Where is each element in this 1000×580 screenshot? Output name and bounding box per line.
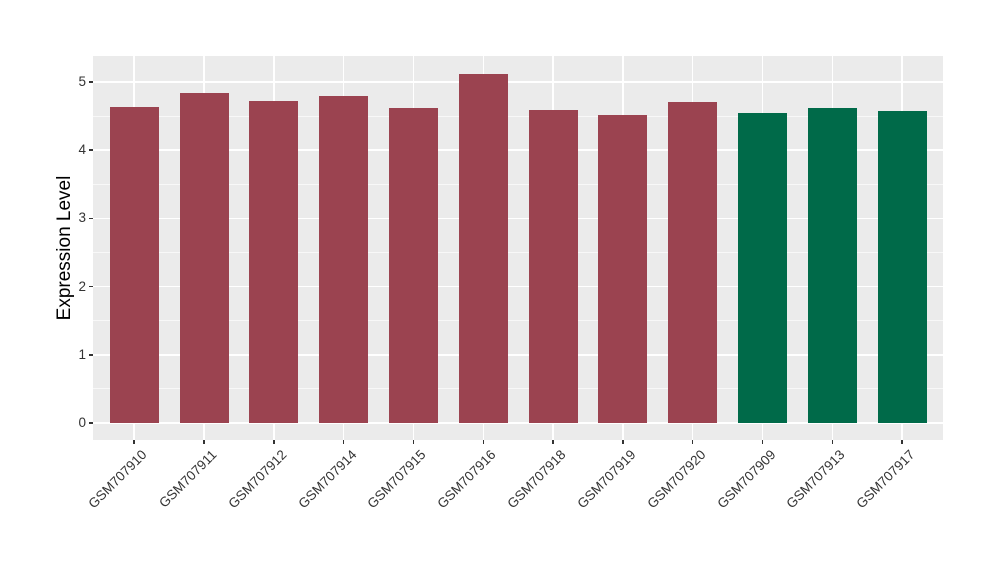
x-tick-label: GSM707920	[644, 447, 709, 512]
grid-minor-line	[93, 252, 943, 253]
x-tick-label: GSM707912	[225, 447, 290, 512]
bar-GSM707920	[668, 102, 718, 423]
x-tick-label: GSM707913	[783, 447, 848, 512]
y-tick-label: 2	[78, 278, 86, 294]
bar-GSM707915	[388, 107, 438, 423]
bar-GSM707911	[179, 92, 229, 423]
x-tick-mark	[622, 440, 624, 444]
bar-GSM707913	[807, 107, 857, 423]
x-tick-label: GSM707916	[434, 447, 499, 512]
x-tick-mark	[482, 440, 485, 444]
x-tick-mark	[761, 440, 764, 444]
y-tick-mark	[89, 217, 93, 220]
x-tick-label: GSM707910	[85, 447, 150, 512]
y-tick-mark	[89, 285, 93, 288]
bar-GSM707910	[109, 107, 159, 423]
bar-GSM707912	[249, 101, 299, 423]
grid-major-line	[93, 354, 943, 356]
grid-minor-line	[93, 115, 943, 117]
x-tick-mark	[901, 440, 903, 444]
x-tick-mark	[342, 440, 345, 444]
y-tick-label: 0	[78, 415, 86, 430]
y-tick-mark	[89, 81, 93, 83]
bar-GSM707909	[738, 113, 788, 423]
grid-major-line	[93, 81, 943, 83]
grid-minor-line	[93, 388, 943, 390]
x-tick-label: GSM707911	[156, 447, 220, 511]
bar-GSM707919	[598, 114, 648, 423]
grid-major-line	[93, 422, 943, 424]
grid-minor-line	[93, 320, 943, 322]
y-tick-label: 3	[78, 210, 86, 226]
y-tick-label: 1	[78, 346, 86, 362]
grid-major-line	[93, 285, 943, 288]
grid-minor-line	[93, 183, 943, 185]
x-tick-label: GSM707918	[504, 447, 569, 512]
x-tick-mark	[273, 440, 275, 444]
plot-panel	[93, 56, 943, 440]
grid-major-line	[93, 149, 943, 151]
bar-GSM707918	[528, 109, 578, 423]
bar-GSM707914	[319, 95, 369, 423]
x-tick-label: GSM707909	[713, 447, 779, 512]
bar-GSM707917	[877, 110, 927, 423]
x-tick-label: GSM707914	[295, 447, 360, 512]
x-tick-mark	[831, 440, 834, 444]
grid-major-line	[93, 217, 943, 220]
x-tick-mark	[412, 440, 415, 444]
x-tick-mark	[691, 440, 694, 444]
x-tick-label: GSM707919	[574, 447, 639, 512]
x-tick-mark	[552, 440, 554, 444]
x-tick-label: GSM707915	[364, 447, 430, 512]
y-axis-title: Expression Level	[54, 175, 75, 321]
y-tick-mark	[89, 149, 93, 151]
bar-GSM707916	[458, 73, 508, 423]
y-tick-label: 5	[78, 74, 86, 89]
x-tick-mark	[203, 440, 205, 444]
y-tick-mark	[89, 354, 93, 356]
y-tick-label: 4	[78, 142, 86, 158]
x-tick-mark	[133, 440, 135, 444]
x-tick-label: GSM707917	[853, 447, 918, 512]
y-tick-mark	[89, 422, 93, 424]
